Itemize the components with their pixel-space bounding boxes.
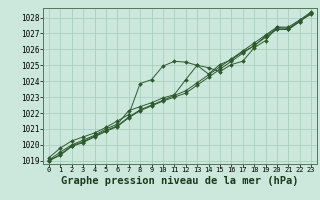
X-axis label: Graphe pression niveau de la mer (hPa): Graphe pression niveau de la mer (hPa) — [61, 176, 299, 186]
